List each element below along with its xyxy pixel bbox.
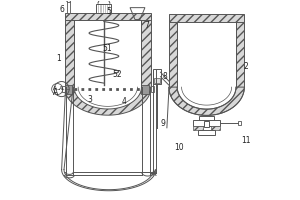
Bar [154,78,160,83]
Bar [62,86,65,92]
Polygon shape [169,87,244,115]
Text: 5: 5 [107,7,112,16]
Text: 1: 1 [56,54,61,63]
Polygon shape [64,87,151,115]
Polygon shape [142,20,151,87]
Text: 8: 8 [163,72,167,81]
Bar [151,86,154,92]
Text: 6: 6 [59,5,64,14]
Bar [153,69,160,84]
Text: 11: 11 [242,136,251,145]
Text: 51: 51 [103,44,112,53]
Polygon shape [64,20,74,87]
Text: 2: 2 [244,62,249,71]
Text: A: A [53,86,57,91]
Bar [142,85,149,94]
Text: 4: 4 [122,97,127,106]
Bar [67,2,70,13]
Polygon shape [64,13,151,20]
Bar [198,130,215,135]
Text: 10: 10 [174,143,184,152]
Bar [199,116,214,121]
Text: 7: 7 [145,21,149,30]
Bar [211,126,220,130]
Bar [204,121,209,127]
Bar [169,14,244,22]
Text: 9: 9 [160,119,165,128]
Text: A: A [53,88,58,97]
Text: 3: 3 [87,95,92,104]
Bar [64,85,72,94]
Bar [236,22,244,87]
Bar [238,121,241,125]
Text: A: A [58,86,63,91]
Bar [193,120,220,126]
Bar [193,126,203,130]
Text: 52: 52 [112,70,122,79]
Bar [97,4,111,13]
Bar [169,22,177,87]
